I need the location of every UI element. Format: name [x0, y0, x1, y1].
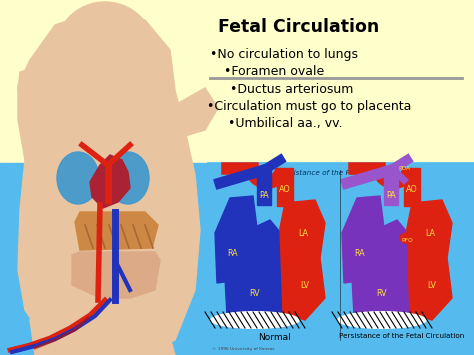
Polygon shape: [18, 68, 55, 115]
Bar: [404, 168, 420, 206]
Polygon shape: [75, 212, 158, 250]
Text: •No circulation to lungs: •No circulation to lungs: [210, 48, 358, 61]
Bar: [277, 168, 293, 206]
Ellipse shape: [400, 233, 414, 243]
Polygon shape: [215, 196, 257, 283]
Text: LV: LV: [301, 282, 310, 290]
Ellipse shape: [57, 152, 99, 204]
Polygon shape: [342, 196, 384, 283]
Bar: [218, 166, 464, 180]
Bar: [0, 163, 474, 355]
Polygon shape: [175, 88, 218, 138]
Polygon shape: [352, 220, 412, 316]
Text: AO: AO: [279, 186, 291, 195]
Text: RV: RV: [250, 289, 260, 297]
Text: Normal: Normal: [259, 333, 292, 342]
Ellipse shape: [337, 311, 427, 329]
Polygon shape: [115, 295, 175, 355]
Text: Fetal Circulation: Fetal Circulation: [218, 18, 379, 36]
Bar: [257, 170, 271, 205]
Text: PFO: PFO: [401, 237, 413, 242]
Ellipse shape: [31, 59, 53, 77]
Polygon shape: [407, 200, 452, 258]
Text: RA: RA: [355, 248, 365, 257]
Polygon shape: [30, 295, 100, 355]
Text: •Ductus arteriosum: •Ductus arteriosum: [230, 83, 354, 96]
Text: LA: LA: [425, 229, 435, 237]
Bar: [208, 163, 474, 343]
Polygon shape: [407, 228, 452, 320]
Text: PA: PA: [386, 191, 396, 201]
Text: PA: PA: [259, 191, 269, 201]
Text: AO: AO: [406, 186, 418, 195]
Polygon shape: [72, 252, 160, 298]
Text: Persistance of the Fetal Circulation: Persistance of the Fetal Circulation: [339, 333, 465, 339]
Ellipse shape: [210, 311, 300, 329]
Ellipse shape: [107, 152, 149, 204]
Text: © 1996 University of Kansas: © 1996 University of Kansas: [212, 347, 274, 351]
Text: LA: LA: [298, 229, 308, 237]
Polygon shape: [280, 200, 325, 258]
Bar: [384, 170, 398, 205]
Text: RV: RV: [377, 289, 387, 297]
Text: Persistance of the Fetal Circulation: Persistance of the Fetal Circulation: [278, 170, 404, 176]
Ellipse shape: [55, 2, 155, 102]
Text: LV: LV: [428, 282, 437, 290]
Polygon shape: [90, 155, 130, 208]
Polygon shape: [225, 220, 285, 316]
Text: •Umbilical aa., vv.: •Umbilical aa., vv.: [228, 117, 343, 130]
Polygon shape: [18, 10, 200, 355]
Text: •Circulation must go to placenta: •Circulation must go to placenta: [207, 100, 411, 113]
Polygon shape: [280, 228, 325, 320]
Text: •Foramen ovale: •Foramen ovale: [224, 65, 324, 78]
Text: PDA: PDA: [398, 165, 410, 170]
Text: RA: RA: [228, 248, 238, 257]
